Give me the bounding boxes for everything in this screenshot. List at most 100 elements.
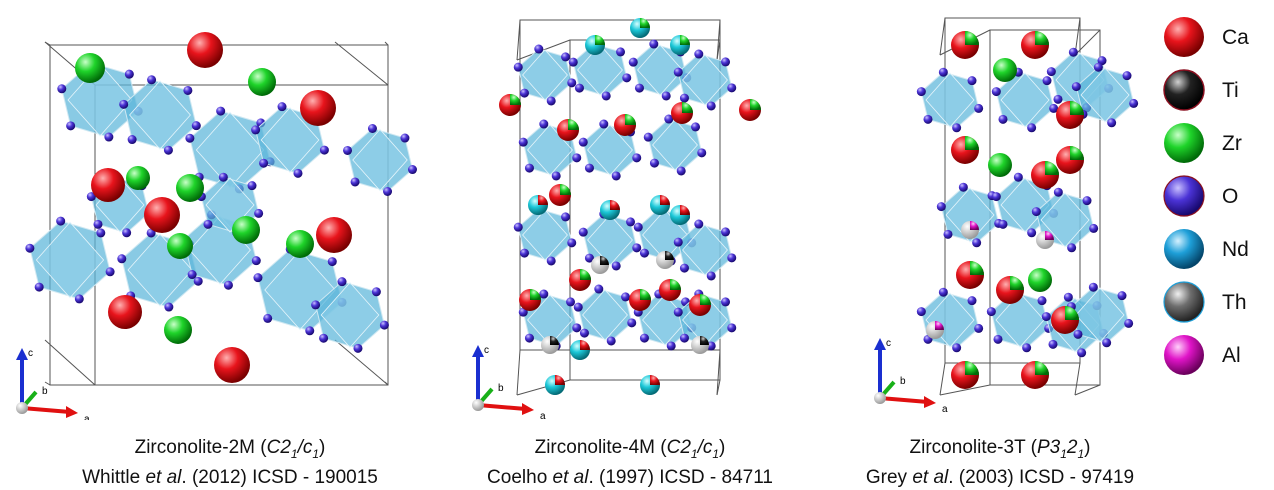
octahedron-face bbox=[67, 63, 133, 137]
legend-item-o: O bbox=[1160, 173, 1270, 219]
octahedron-face bbox=[129, 80, 191, 150]
oxygen-atom bbox=[967, 296, 977, 306]
octahedron-face bbox=[587, 214, 633, 266]
octahedron-face bbox=[925, 72, 975, 128]
oxygen-atom bbox=[183, 85, 193, 95]
panel-zirconolite-3t: c b a bbox=[860, 0, 1140, 420]
space-group-subscript-2: 1 bbox=[312, 446, 320, 461]
oxygen-atom bbox=[616, 47, 626, 57]
oxygen-atom bbox=[513, 62, 523, 72]
oxygen-atom bbox=[1041, 312, 1051, 322]
oxygen-atom bbox=[579, 328, 589, 338]
caption-title-suffix: ) bbox=[319, 437, 326, 458]
oxygen-atom bbox=[567, 238, 577, 248]
oxygen-atom bbox=[117, 254, 127, 264]
octahedron-face bbox=[1000, 177, 1050, 233]
oxygen-atom bbox=[634, 83, 644, 93]
oxygen-atom bbox=[1122, 71, 1132, 81]
oxygen-atom bbox=[66, 121, 76, 131]
oxygen-atom bbox=[277, 102, 287, 112]
octahedron-face bbox=[682, 54, 728, 106]
calcium-atom bbox=[144, 197, 180, 233]
author: Grey bbox=[865, 466, 913, 488]
ca-zr-mixed-atom-sector bbox=[1035, 361, 1049, 375]
oxygen-atom bbox=[991, 192, 1001, 202]
zirconium-atom bbox=[167, 233, 193, 259]
space-group-subscript-2: 1 bbox=[1077, 446, 1085, 461]
oxygen-atom bbox=[643, 132, 653, 142]
nd-ca-mixed-atom-sector bbox=[580, 340, 590, 350]
oxygen-atom bbox=[34, 282, 44, 292]
nd-ca-mixed-atom-sector bbox=[680, 205, 690, 215]
space-group-mid: /c bbox=[697, 437, 713, 458]
ca-zr-mixed-atom-sector bbox=[580, 269, 591, 280]
caption-title-text: Zirconolite-2M ( bbox=[134, 437, 267, 458]
oxygen-atom bbox=[534, 44, 544, 54]
th-ti-mixed-atom-sector bbox=[700, 336, 709, 345]
unit-cell-edge bbox=[1074, 384, 1101, 396]
ca-zr-mixed-atom-sector bbox=[625, 114, 636, 125]
th-ti-mixed-atom-sector bbox=[600, 256, 609, 265]
oxygen-atom bbox=[566, 297, 576, 307]
oxygen-atom bbox=[967, 76, 977, 86]
oxygen-atom bbox=[727, 253, 737, 263]
zirconium-atom bbox=[1028, 268, 1052, 292]
oxygen-atom bbox=[319, 145, 329, 155]
oxygen-atom bbox=[622, 73, 632, 83]
ca-zr-mixed-atom-sector bbox=[682, 102, 693, 113]
axis-c-label: c bbox=[886, 338, 891, 349]
space-group-subscript: 1 bbox=[290, 446, 298, 461]
oxygen-atom bbox=[263, 313, 273, 323]
caption-4m: Zirconolite-4M (C21/c1) Coelho et al. (1… bbox=[440, 436, 820, 490]
oxygen-atom bbox=[311, 300, 321, 310]
legend-label: Zr bbox=[1222, 132, 1242, 155]
panel-zirconolite-4m: c b a bbox=[450, 0, 770, 420]
axis-b-label: b bbox=[42, 386, 48, 397]
oxygen-atom bbox=[936, 202, 946, 212]
space-group-symbol: C2 bbox=[266, 437, 291, 458]
oxygen-atom bbox=[916, 307, 926, 317]
oxygen-atom bbox=[524, 163, 534, 173]
nd-zr-mixed-atom-sector bbox=[595, 35, 605, 45]
oxygen-atom bbox=[626, 217, 636, 227]
oxygen-atom bbox=[691, 122, 701, 132]
oxygen-atom bbox=[561, 52, 571, 62]
axis-b-label: b bbox=[498, 383, 504, 394]
oxygen-atom bbox=[952, 123, 962, 133]
panel-zirconolite-2m: c b a bbox=[0, 0, 440, 420]
oxygen-atom bbox=[697, 148, 707, 158]
oxygen-atom bbox=[513, 222, 523, 232]
oxygen-atom bbox=[327, 257, 337, 267]
axis-c-label: c bbox=[28, 348, 33, 359]
ca-zr-mixed-atom-sector bbox=[970, 261, 984, 275]
oxygen-atom bbox=[721, 297, 731, 307]
oxygen-atom bbox=[104, 132, 114, 142]
space-group-mid: /c bbox=[297, 437, 313, 458]
nd-ca-mixed-atom-sector bbox=[650, 375, 660, 385]
oxygen-atom bbox=[185, 133, 195, 143]
oxygen-atom bbox=[1031, 207, 1041, 217]
oxygen-atom bbox=[664, 114, 674, 124]
oxygen-atom bbox=[673, 237, 683, 247]
axis-b-label: b bbox=[900, 376, 906, 387]
ca-zr-mixed-atom-sector bbox=[1070, 146, 1084, 160]
oxygen-atom bbox=[1053, 94, 1063, 104]
caption-title-suffix: ) bbox=[719, 437, 726, 458]
oxygen-atom bbox=[1013, 172, 1023, 182]
axis-a-arrow bbox=[879, 396, 929, 404]
oxygen-atom bbox=[572, 153, 582, 163]
ca-zr-mixed-atom-sector bbox=[1035, 31, 1049, 45]
oxygen-atom bbox=[974, 103, 984, 113]
octahedron-face bbox=[637, 44, 683, 96]
octahedron-face bbox=[577, 44, 623, 96]
ca-zr-mixed-atom-sector bbox=[1070, 101, 1084, 115]
structure-4m: c b a bbox=[472, 18, 761, 420]
octahedron-face bbox=[260, 106, 320, 174]
calcium-atom bbox=[300, 90, 336, 126]
oxygen-atom bbox=[293, 168, 303, 178]
axis-a-head bbox=[522, 403, 534, 415]
caption-title: Zirconolite-2M (C21/c1) bbox=[40, 436, 420, 466]
oxygen-atom bbox=[567, 78, 577, 88]
oxygen-atom bbox=[254, 208, 264, 218]
ca-zr-mixed-atom-sector bbox=[750, 99, 761, 110]
